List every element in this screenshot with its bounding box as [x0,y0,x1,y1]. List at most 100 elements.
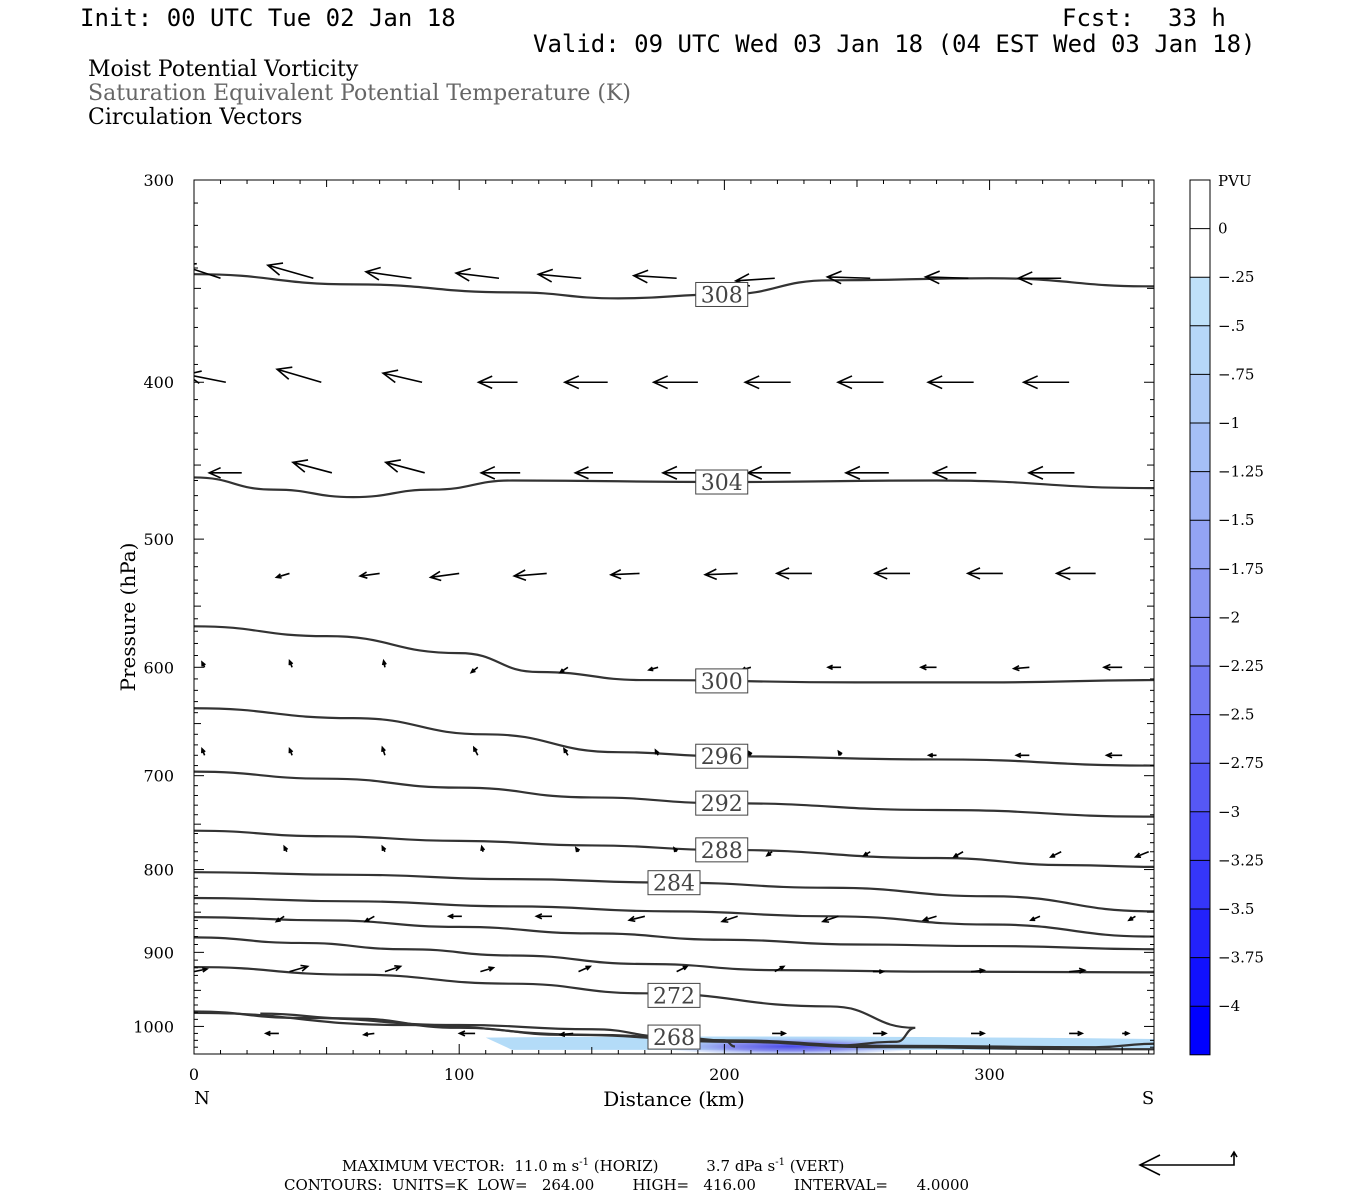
colorbar-swatch-11 [1190,714,1210,764]
contour-label-284: 284 [653,872,695,897]
vector-arrow-7-1 [363,915,375,923]
vector-arrow-1-6 [743,375,791,390]
colorbar-tick-label: −.5 [1218,317,1245,335]
vector-arrow-9-9 [1122,1030,1131,1036]
vector-arrow-6-0 [283,844,289,853]
end-label-north: N [194,1088,210,1109]
vector-arrow-5-7 [837,749,843,756]
colorbar-tick-label: −.25 [1218,268,1254,286]
reference-vector-arrow [1138,1150,1238,1176]
vector-arrow-0-2 [364,266,412,281]
vector-arrow-7-7 [921,915,937,922]
vector-arrow-6-8 [1049,851,1062,858]
vector-arrow-6-6 [862,851,871,857]
vector-arrow-4-10 [1102,663,1123,671]
vector-arrow-5-9 [1014,752,1030,759]
horiz-exponent: -1 [579,1157,589,1168]
max-vert-value: 3.7 dPa s [706,1157,776,1175]
colorbar-swatch-7 [1190,520,1210,569]
contour-line-8 [194,916,1154,951]
vector-arrow-8-3 [480,966,496,973]
contour-line-3 [194,707,1154,767]
vector-arrow-1-1 [275,366,322,384]
contour-line-2 [194,625,1154,684]
colorbar-tick-label: −1 [1218,414,1240,432]
vector-arrow-5-5 [654,748,660,756]
colorbar-tick-label: −4 [1218,997,1240,1015]
vector-arrow-8-8 [970,967,986,974]
vector-arrow-5-0 [201,746,206,756]
contour-label-box-304 [695,469,749,495]
vector-arrow-1-4 [562,375,608,390]
vector-arrow-1-8 [926,375,974,390]
vector-arrow-1-5 [651,375,698,390]
vector-arrow-1-2 [381,369,423,384]
vector-arrow-2-9 [1026,465,1075,480]
vector-arrow-2-1 [291,459,333,474]
vector-arrow-3-3 [512,569,547,581]
vector-arrow-7-8 [1029,915,1041,922]
forecast-label: Fcst: [1062,4,1135,32]
vector-arrow-7-5 [720,915,738,923]
contour-label-304: 304 [701,471,743,496]
vector-arrow-0-5 [631,269,677,284]
contour-label-box-300 [695,668,749,694]
vector-arrow-9-0 [263,1030,279,1037]
contour-line-1 [194,476,1154,499]
vector-arrow-3-6 [774,567,812,580]
contour-info: CONTOURS: UNITS=K LOW= 264.00 HIGH= 416.… [284,1176,970,1194]
contour-label-268: 268 [653,1026,695,1051]
vector-arrow-3-2 [428,570,460,582]
init-time: Init: 00 UTC Tue 02 Jan 18 [80,4,456,32]
x-tick-label: 100 [444,1065,475,1084]
contour-line-7 [194,896,1154,938]
vector-arrow-9-6 [872,1030,888,1037]
vector-arrow-2-4 [573,466,614,480]
colorbar-tick-label: −2.75 [1218,754,1264,772]
vector-arrow-4-0 [201,660,206,668]
vector-arrow-0-1 [265,262,314,280]
colorbar-swatch-14 [1190,860,1210,909]
vector-arrow-1-0 [194,370,226,384]
colorbar-tick-label: −3.5 [1218,900,1254,918]
vector-arrow-4-8 [918,664,937,671]
contour-line-12 [194,1011,1154,1051]
contour-label-292: 292 [701,792,743,817]
x-tick-label: 0 [189,1065,199,1084]
vector-arrow-6-2 [480,844,486,852]
vector-arrow-7-0 [274,915,285,923]
contour-line-9 [194,936,1154,974]
colorbar-swatch-16 [1190,957,1210,1007]
vector-arrow-0-3 [454,267,500,282]
vector-arrow-7-4 [627,915,646,923]
colorbar-swatch-15 [1190,909,1210,958]
colorbar-units-label: PVU [1218,172,1252,190]
vector-arrow-7-6 [820,915,839,923]
vector-arrow-8-6 [774,965,786,973]
colorbar-tick-label: −2 [1218,608,1240,626]
vector-arrow-6-4 [672,846,679,853]
vector-arrow-5-1 [288,746,294,756]
contour-label-box-308 [695,281,749,307]
y-axis-title: Pressure (hPa) [116,543,140,692]
vector-arrow-5-2 [381,745,386,756]
vector-arrow-5-3 [472,745,479,756]
colorbar-swatch-8 [1190,568,1210,618]
colorbar-tick-label: −2.5 [1218,706,1254,724]
contour-line-0 [194,273,1154,300]
vector-arrow-3-0 [274,572,290,579]
colorbar-swatch-3 [1190,325,1210,375]
contour-label-288: 288 [701,839,743,864]
valid-time: Valid: 09 UTC Wed 03 Jan 18 (04 EST Wed … [533,30,1256,58]
vector-arrow-8-5 [676,965,689,973]
vector-arrow-6-7 [952,851,964,858]
vector-arrow-9-8 [1069,1030,1085,1037]
vector-arrow-8-1 [289,964,310,973]
colorbar-swatch-10 [1190,666,1210,715]
contour-label-300: 300 [701,670,743,695]
vector-arrow-1-7 [836,375,884,390]
vector-arrow-7-3 [534,913,553,920]
contour-label-box-296 [695,743,749,769]
colorbar-swatch-9 [1190,617,1210,666]
